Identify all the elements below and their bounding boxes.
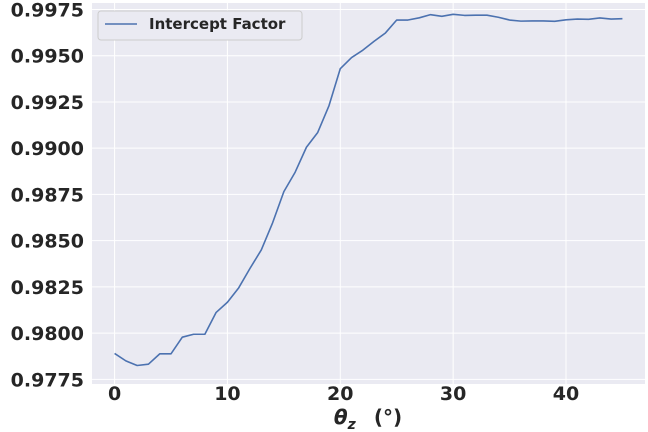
plot-background [92,3,645,384]
y-tick-label: 0.9975 [11,0,84,21]
x-tick-label: 0 [108,383,121,405]
y-tick-label: 0.9950 [11,46,84,68]
series-layer [114,13,623,367]
x-axis-label-symbol: θ [334,405,348,429]
legend: Intercept Factor [97,10,303,41]
y-tick-label: 0.9800 [11,323,84,345]
y-tick-label: 0.9925 [11,92,84,114]
y-tick-label: 0.9900 [11,138,84,160]
x-axis-label-subscript: z [347,417,357,432]
x-tick-labels: 0 10 20 30 40 [108,383,579,405]
x-tick-label: 20 [327,383,353,405]
legend-box [97,10,303,41]
x-axis-label: θz (°) [334,405,402,432]
legend-label-intercept-factor: Intercept Factor [149,15,286,33]
grid-lines [92,3,645,384]
y-tick-label: 0.9850 [11,231,84,253]
x-tick-label: 10 [214,383,240,405]
x-tick-label: 40 [553,383,579,405]
x-axis-label-unit: (°) [374,405,402,429]
series-line-intercept-factor [114,13,623,367]
y-tick-label: 0.9825 [11,277,84,299]
y-tick-label: 0.9875 [11,184,84,206]
y-tick-label: 0.9775 [11,369,84,391]
y-tick-labels: 0.9775 0.9800 0.9825 0.9850 0.9875 0.9900 0.99… [11,0,84,391]
x-tick-label: 30 [440,383,466,405]
